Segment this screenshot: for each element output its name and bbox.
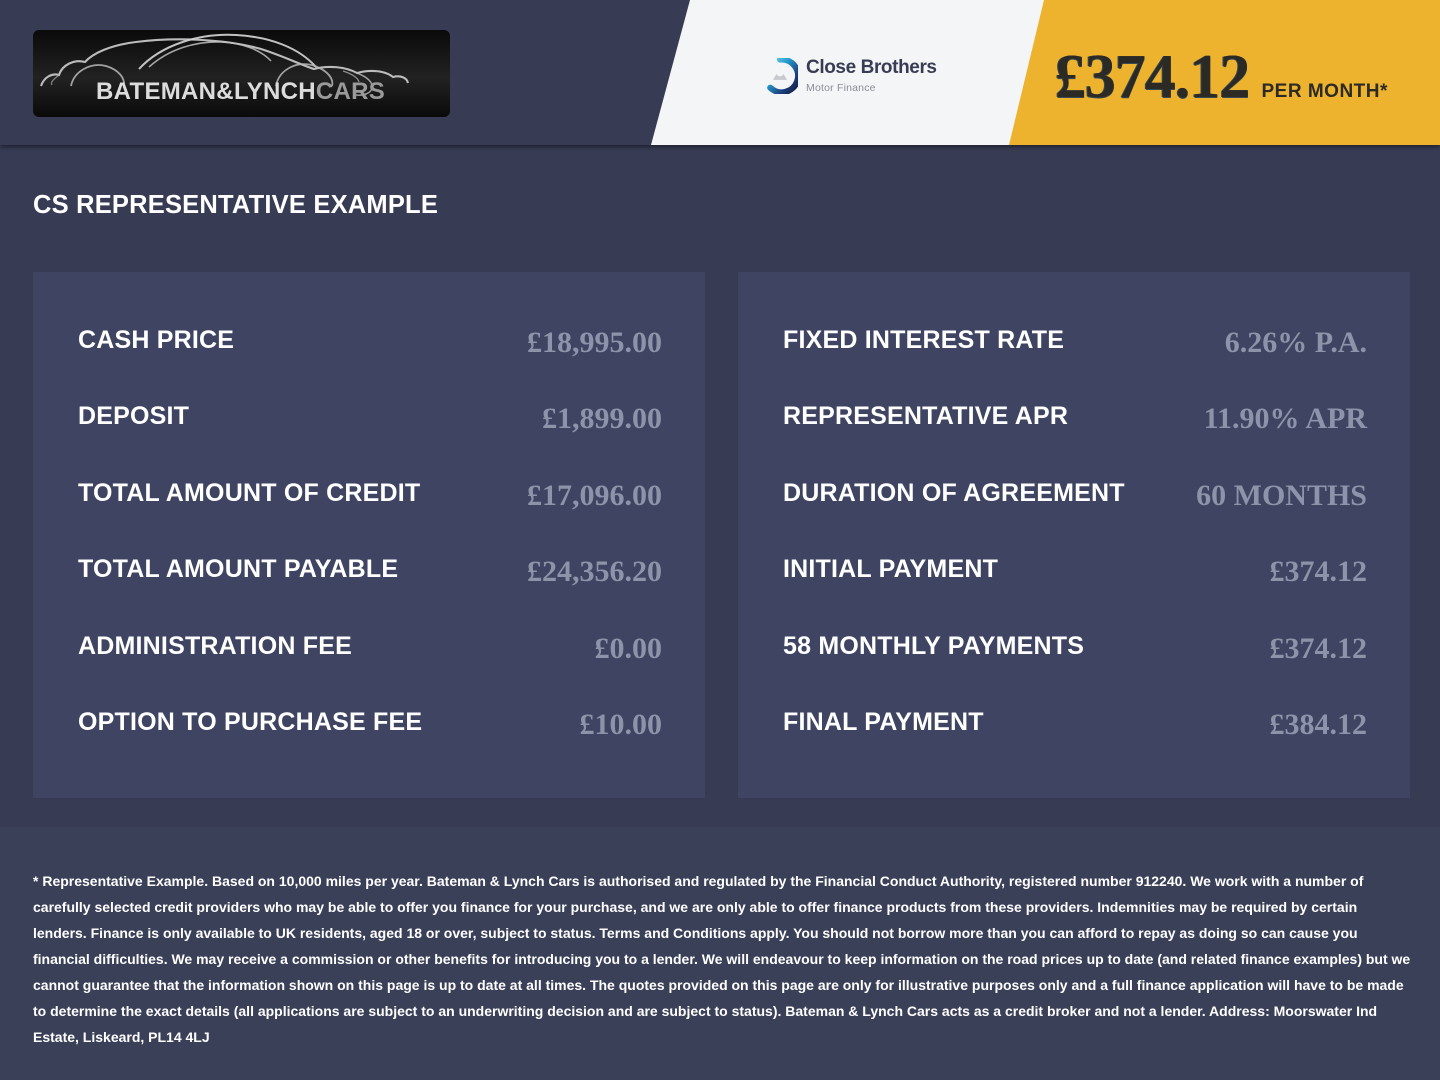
svg-text:BATEMAN&LYNCHCARS: BATEMAN&LYNCHCARS xyxy=(96,78,385,105)
